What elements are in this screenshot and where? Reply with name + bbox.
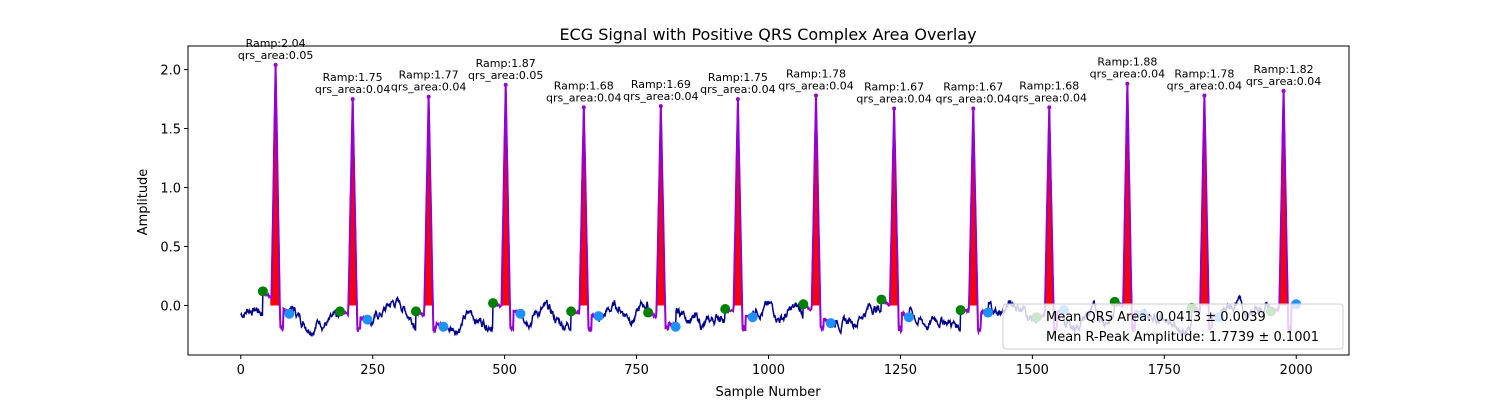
qrs-onset-marker: [798, 299, 809, 310]
r-peak-point: [350, 97, 355, 102]
qrs-offset-marker: [747, 312, 758, 323]
y-tick-label: 1.0: [160, 182, 181, 197]
qrs-onset-marker: [488, 298, 499, 309]
plot-area: Ramp:2.04qrs_area:0.05Ramp:1.75qrs_area:…: [238, 37, 1321, 338]
r-peak-amplitude-label: Ramp:1.78: [1174, 68, 1234, 81]
qrs-onset-marker: [257, 286, 268, 297]
y-tick-label: 2.0: [160, 64, 181, 79]
qrs-onset-marker: [566, 306, 577, 317]
qrs-area-label: qrs_area:0.04: [856, 93, 931, 106]
r-peak-amplitude-label: Ramp:1.68: [554, 79, 614, 92]
y-tick-label: 1.5: [160, 123, 181, 138]
r-peak-amplitude-label: Ramp:1.67: [943, 81, 1003, 94]
qrs-onset-marker: [643, 307, 654, 318]
x-tick-label: 1250: [884, 363, 917, 378]
legend-box: [1002, 303, 1344, 350]
r-peak-point: [1125, 81, 1130, 86]
x-tick-label: 1750: [1148, 363, 1181, 378]
r-peak-point: [735, 97, 740, 102]
r-peak-amplitude-label: Ramp:1.78: [786, 68, 846, 81]
x-tick-label: 500: [492, 363, 517, 378]
qrs-onset-marker: [955, 305, 966, 316]
r-peak-point: [892, 106, 897, 111]
r-peak-point: [581, 105, 586, 110]
r-peak-point: [1047, 105, 1052, 110]
qrs-onset-marker: [410, 306, 421, 317]
x-tick-label: 750: [624, 363, 649, 378]
r-peak-amplitude-label: Ramp:1.87: [476, 57, 536, 70]
r-peak-amplitude-label: Ramp:1.75: [323, 71, 383, 84]
qrs-onset-marker: [876, 294, 887, 305]
y-tick-label: 0.5: [160, 240, 181, 255]
axes: 0 250 500 750 1000 1250 1500 1750 2000 0.0 0.5 1.0 1…: [160, 64, 1312, 378]
r-peak-point: [426, 94, 431, 99]
x-tick-label: 1000: [752, 363, 785, 378]
qrs-onset-marker: [334, 306, 345, 317]
qrs-offset-marker: [825, 318, 836, 329]
x-tick-label: 2000: [1280, 363, 1313, 378]
qrs-segment-line: [880, 108, 910, 335]
x-tick-label: 250: [360, 363, 385, 378]
qrs-area-label: qrs_area:0.04: [700, 83, 775, 96]
r-peak-amplitude-label: Ramp:1.69: [631, 78, 691, 91]
r-peak-amplitude-label: Ramp:1.88: [1097, 56, 1157, 69]
legend-mean-r-peak-amplitude: Mean R-Peak Amplitude: 1.7739 ± 0.1001: [1046, 330, 1319, 345]
qrs-area-label: qrs_area:0.04: [315, 83, 390, 96]
qrs-area-label: qrs_area:0.05: [238, 49, 313, 62]
qrs-area-label: qrs_area:0.04: [1012, 91, 1087, 104]
qrs-offset-marker: [903, 312, 914, 323]
r-peak-amplitude-label: Ramp:1.68: [1019, 79, 1079, 92]
qrs-area-label: qrs_area:0.04: [1090, 68, 1165, 81]
qrs-area-label: qrs_area:0.04: [391, 81, 466, 94]
qrs-offset-marker: [362, 314, 373, 325]
qrs-segment-line: [262, 64, 291, 333]
r-peak-amplitude-label: Ramp:1.67: [864, 81, 924, 94]
qrs-offset-marker: [438, 321, 449, 332]
x-tick-label: 1500: [1016, 363, 1049, 378]
r-peak-point: [1202, 93, 1207, 98]
qrs-offset-marker: [670, 321, 681, 332]
qrs-onset-marker: [720, 304, 731, 315]
r-peak-amplitude-label: Ramp:1.77: [399, 69, 459, 82]
x-tick-label: 0: [237, 363, 245, 378]
qrs-offset-marker: [284, 308, 295, 319]
r-peak-amplitude-label: Ramp:2.04: [246, 37, 306, 50]
r-peak-point: [813, 93, 818, 98]
legend-mean-qrs-area: Mean QRS Area: 0.0413 ± 0.0039: [1046, 310, 1266, 325]
r-peak-point: [971, 106, 976, 111]
qrs-area-label: qrs_area:0.04: [1246, 75, 1321, 88]
r-peak-point: [503, 82, 508, 87]
r-peak-point: [658, 104, 663, 109]
chart-title: ECG Signal with Positive QRS Complex Are…: [559, 25, 976, 44]
qrs-area-label: qrs_area:0.04: [546, 91, 621, 104]
y-tick-label: 0.0: [160, 299, 181, 314]
qrs-offset-marker: [515, 308, 526, 319]
r-peak-point: [273, 62, 278, 67]
legend: Mean QRS Area: 0.0413 ± 0.0039 Mean R-Pe…: [1002, 303, 1344, 350]
qrs-area-label: qrs_area:0.05: [468, 69, 543, 82]
qrs-offset-marker: [983, 307, 994, 318]
qrs-area-label: qrs_area:0.04: [936, 93, 1011, 106]
qrs-offset-marker: [593, 311, 604, 322]
qrs-area-label: qrs_area:0.04: [778, 80, 853, 93]
ecg-signal-line: [240, 64, 1297, 338]
r-peak-amplitude-label: Ramp:1.82: [1254, 63, 1314, 76]
qrs-area-label: qrs_area:0.04: [623, 90, 698, 103]
qrs-segment-line: [802, 95, 832, 333]
qrs-area-label: qrs_area:0.04: [1167, 80, 1242, 93]
r-peak-amplitude-label: Ramp:1.75: [708, 71, 768, 84]
y-axis-label: Amplitude: [136, 169, 151, 236]
x-axis-label: Sample Number: [715, 385, 821, 400]
r-peak-point: [1281, 88, 1286, 93]
